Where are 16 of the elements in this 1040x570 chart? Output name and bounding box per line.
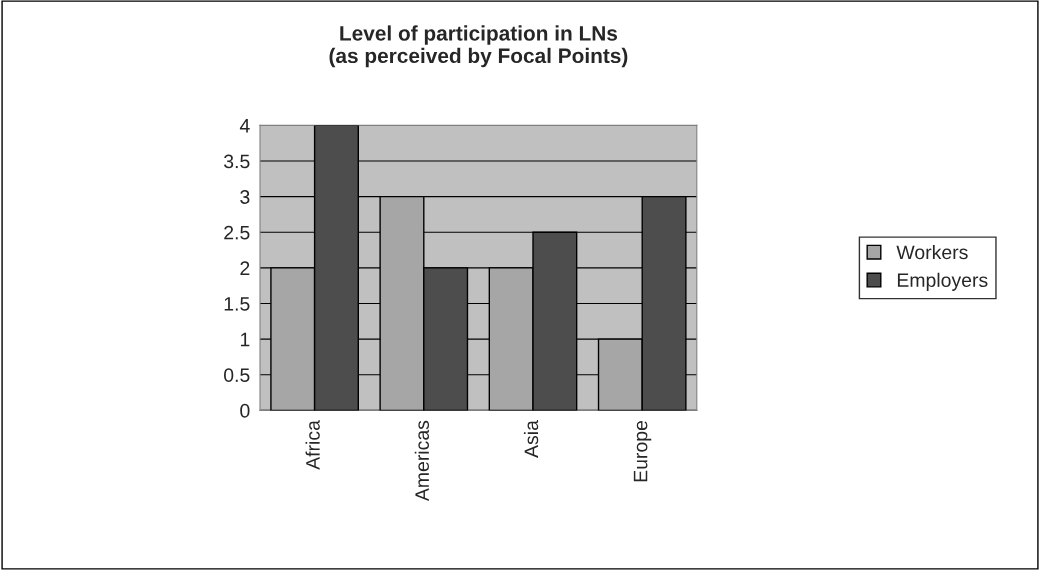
y-tick-label: 0 bbox=[240, 403, 250, 418]
y-tick-label: 2 bbox=[240, 261, 250, 275]
legend-label: Workers bbox=[896, 244, 968, 260]
x-tick-label: Africa bbox=[305, 420, 320, 470]
x-tick-label: Europe bbox=[633, 420, 652, 482]
x-tick-label: Asia bbox=[523, 420, 539, 458]
y-tick-label: 3 bbox=[240, 190, 250, 204]
y-tick-label: 1.5 bbox=[224, 297, 250, 311]
y-tick-label: 2.5 bbox=[224, 225, 250, 240]
y-tick-label: 4 bbox=[239, 119, 250, 133]
y-tick-label: 0.5 bbox=[224, 368, 250, 383]
chart-title: Level of participation in LNs (as perceived by Focal Points) bbox=[329, 25, 628, 68]
y-tick-label: 3.5 bbox=[223, 154, 250, 169]
x-tick-label: Americas bbox=[414, 420, 430, 502]
legend-label: Employers bbox=[897, 272, 988, 291]
y-tick-label: 1 bbox=[240, 332, 250, 347]
